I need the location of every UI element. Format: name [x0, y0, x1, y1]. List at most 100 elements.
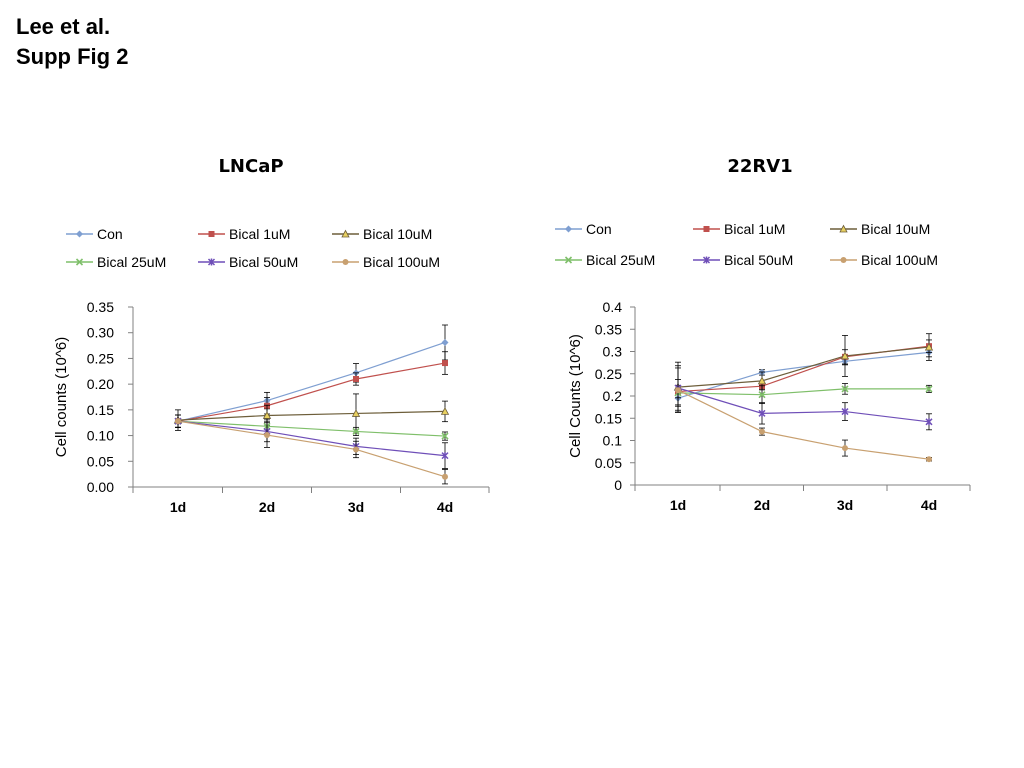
legend-label: Bical 50uM: [229, 254, 298, 270]
legend-marker: [702, 256, 711, 264]
legend-marker: [565, 225, 572, 233]
data-point: [675, 387, 681, 394]
data-point: [840, 351, 850, 360]
data-point: [841, 408, 849, 416]
legend-item: Bical 1uM: [693, 221, 785, 237]
legend-marker: [76, 230, 83, 238]
series-line: [677, 388, 929, 396]
series-line: [177, 420, 446, 457]
legend-item: Bical 25uM: [555, 252, 655, 268]
legend-marker: [208, 231, 215, 237]
data-point: [759, 428, 765, 435]
author-label: Lee et al.: [16, 14, 111, 39]
data-point: [758, 391, 766, 399]
data-point: [262, 411, 272, 419]
legend-label: Bical 50uM: [724, 252, 793, 268]
data-point: [924, 342, 934, 351]
series-line: [177, 420, 446, 478]
chart-title: 22RV1: [727, 156, 792, 177]
legend-marker: [703, 226, 710, 232]
y-tick-label: 0.2: [603, 388, 623, 404]
series-line: [677, 351, 930, 399]
y-tick-label: 0.15: [595, 410, 622, 426]
legend-item: Bical 100uM: [332, 254, 440, 270]
y-tick-label: 0.25: [595, 366, 622, 382]
legend-marker: [564, 256, 573, 264]
series-con: [674, 347, 933, 406]
series-line: [677, 346, 930, 388]
y-tick-label: 0.25: [87, 350, 114, 366]
series-line: [177, 362, 446, 422]
legend-label: Bical 1uM: [229, 226, 290, 242]
chart-title: LNCaP: [218, 156, 283, 177]
y-tick-label: 0.15: [87, 402, 114, 418]
legend-label: Con: [586, 221, 612, 237]
y-tick-label: 0.20: [87, 376, 114, 392]
x-tick-label: 2d: [754, 497, 770, 513]
data-point: [353, 446, 359, 453]
data-point: [925, 385, 933, 393]
y-tick-label: 0.35: [87, 299, 114, 315]
series-line: [177, 410, 446, 421]
legend-label: Bical 10uM: [861, 221, 930, 237]
legend: Con Bical 1uM Bical 10uM Bical 25uM Bical 50…: [66, 226, 440, 270]
data-point: [442, 473, 448, 480]
legend: Con Bical 1uM Bical 10uM Bical 25uM Bical 50…: [555, 221, 938, 268]
y-tick-label: 0.30: [87, 325, 114, 341]
data-point: [441, 432, 449, 440]
series-line: [677, 387, 930, 423]
data-point: [175, 418, 181, 425]
axes: 0.00 0.05 0.10 0.15 0.20 0.25 0.30 0.35 1d 2d 3d 4d: [87, 299, 490, 515]
legend-label: Bical 100uM: [861, 252, 938, 268]
x-tick-label: 1d: [670, 497, 686, 513]
data-point: [351, 409, 361, 417]
data-point: [842, 445, 848, 452]
legend-label: Bical 1uM: [724, 221, 785, 237]
series-bical-50um: [674, 365, 933, 431]
y-tick-label: 0.05: [595, 455, 622, 471]
x-tick-label: 4d: [921, 497, 937, 513]
x-tick-label: 4d: [437, 499, 453, 515]
legend-label: Bical 100uM: [363, 254, 440, 270]
legend-item: Con: [555, 221, 612, 237]
y-axis-label: Cell Counts (10^6): [567, 334, 584, 458]
y-tick-label: 0: [614, 477, 622, 493]
series-bical-100um: [675, 367, 932, 463]
data-point: [264, 432, 270, 439]
x-tick-label: 3d: [348, 499, 364, 515]
axes: 0 0.05 0.1 0.15 0.2 0.25 0.3 0.35 0.4 1d 2d 3d 4d: [595, 299, 971, 513]
data-point: [441, 452, 449, 460]
data-point: [757, 376, 767, 385]
data-point: [440, 407, 450, 415]
data-point: [841, 385, 849, 393]
legend-marker: [839, 224, 848, 233]
y-tick-label: 0.35: [595, 321, 622, 337]
legend-label: Con: [97, 226, 123, 242]
legend-item: Bical 50uM: [198, 254, 298, 270]
data-point: [352, 427, 360, 436]
data-point: [441, 338, 449, 346]
legend-item: Bical 25uM: [66, 254, 166, 270]
series-line: [177, 420, 446, 437]
legend-item: Con: [66, 226, 123, 242]
y-tick-label: 0.3: [603, 344, 623, 360]
legend-marker: [341, 229, 350, 238]
series-line: [177, 341, 446, 422]
legend-marker: [840, 257, 847, 263]
legend-marker: [207, 258, 216, 266]
y-tick-label: 0.05: [87, 453, 114, 469]
data-point: [925, 418, 933, 426]
x-tick-label: 3d: [837, 497, 853, 513]
legend-item: Bical 10uM: [332, 226, 432, 242]
data-point: [442, 360, 448, 367]
y-axis-label: Cell counts (10^6): [53, 337, 70, 457]
legend-item: Bical 1uM: [198, 226, 290, 242]
data-point: [758, 409, 766, 417]
legend-item: Bical 50uM: [693, 252, 793, 268]
series-line: [677, 389, 930, 460]
legend-label: Bical 25uM: [97, 254, 166, 270]
figure-label: Supp Fig 2: [16, 44, 129, 69]
legend-marker: [342, 259, 349, 265]
